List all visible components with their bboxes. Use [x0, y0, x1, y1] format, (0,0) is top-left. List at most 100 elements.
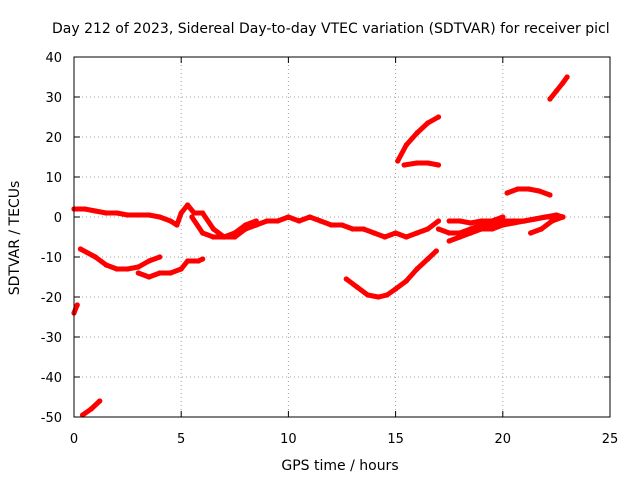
- data-point: [560, 80, 566, 86]
- data-point: [210, 234, 216, 240]
- data-point: [403, 278, 409, 284]
- data-point: [92, 208, 99, 214]
- x-axis-label: GPS time / hours: [281, 458, 398, 474]
- data-point: [371, 230, 377, 236]
- data-point: [457, 234, 463, 240]
- data-point: [74, 302, 80, 308]
- data-point: [446, 238, 452, 244]
- data-point: [350, 226, 356, 232]
- data-point: [549, 218, 555, 224]
- data-point: [543, 214, 549, 220]
- y-tick-label: 0: [54, 211, 62, 226]
- data-point: [97, 398, 103, 404]
- x-tick-labels: 0 5 10 15 20 25: [70, 432, 618, 447]
- data-point: [525, 186, 532, 192]
- series-arc-15: [547, 74, 570, 102]
- data-point: [384, 292, 390, 298]
- data-point: [446, 230, 452, 236]
- y-tick-label: -20: [41, 291, 62, 306]
- x-tick-label: 20: [495, 432, 512, 447]
- data-point: [77, 246, 84, 252]
- data-point: [564, 74, 570, 80]
- data-point: [157, 254, 163, 260]
- data-point: [103, 262, 109, 268]
- data-point: [210, 226, 216, 232]
- data-point: [500, 222, 506, 228]
- data-point: [185, 202, 191, 208]
- data-point: [253, 218, 259, 224]
- y-tick-label: -30: [41, 331, 62, 346]
- data-point: [489, 218, 495, 224]
- data-point: [393, 230, 399, 236]
- data-point: [435, 226, 442, 232]
- data-point: [393, 286, 399, 292]
- data-point: [425, 256, 431, 262]
- data-point: [478, 226, 484, 232]
- plot-frame: [73, 56, 611, 418]
- chart-title: Day 212 of 2023, Sidereal Day-to-day VTE…: [52, 21, 610, 37]
- data-point: [242, 222, 249, 228]
- data-point: [157, 214, 163, 220]
- data-point: [200, 256, 206, 262]
- data-series: [71, 74, 570, 418]
- data-point: [354, 284, 360, 290]
- data-point: [425, 160, 431, 166]
- data-point: [365, 292, 371, 298]
- x-tick-label: 5: [177, 432, 185, 447]
- data-point: [435, 218, 442, 224]
- y-tick-label: -40: [41, 371, 62, 386]
- data-point: [510, 220, 517, 226]
- data-point: [425, 226, 431, 232]
- data-point: [296, 218, 302, 224]
- data-point: [114, 210, 120, 216]
- data-point: [468, 220, 474, 226]
- data-point: [414, 230, 420, 236]
- x-tick-label: 15: [387, 432, 404, 447]
- data-point: [146, 258, 152, 264]
- data-point: [135, 264, 141, 270]
- data-point: [114, 266, 120, 272]
- data-point: [191, 210, 197, 216]
- y-tick-label: 40: [45, 51, 62, 66]
- data-point: [521, 218, 527, 224]
- data-point: [79, 412, 86, 418]
- series-arc-9: [401, 160, 441, 168]
- data-point: [560, 214, 566, 220]
- y-tick-label: 30: [45, 91, 62, 106]
- data-point: [317, 218, 324, 224]
- axis-ticks: [73, 56, 611, 418]
- data-point: [339, 222, 345, 228]
- data-point: [457, 218, 463, 224]
- y-axis-label: SDTVAR / TECUs: [7, 181, 23, 296]
- data-point: [167, 270, 174, 276]
- y-tick-label: -10: [41, 251, 62, 266]
- y-tick-label: 20: [45, 131, 62, 146]
- data-point: [328, 222, 334, 228]
- data-point: [468, 230, 474, 236]
- data-point: [178, 266, 184, 272]
- data-point: [489, 226, 495, 232]
- series-arc-7: [343, 248, 439, 300]
- data-point: [414, 130, 420, 136]
- x-tick-label: 10: [280, 432, 297, 447]
- data-point: [343, 276, 349, 282]
- data-point: [478, 218, 484, 224]
- data-point: [414, 160, 420, 166]
- data-point: [425, 120, 431, 126]
- data-point: [547, 192, 553, 198]
- data-point: [515, 186, 521, 192]
- data-point: [532, 216, 538, 222]
- data-point: [125, 212, 131, 218]
- data-point: [547, 96, 553, 102]
- data-point: [103, 210, 109, 216]
- data-point: [435, 114, 442, 120]
- data-point: [178, 210, 184, 216]
- data-point: [500, 214, 506, 220]
- data-point: [307, 214, 313, 220]
- data-point: [185, 258, 191, 264]
- data-point: [167, 218, 174, 224]
- data-point: [285, 214, 291, 220]
- data-point: [200, 210, 206, 216]
